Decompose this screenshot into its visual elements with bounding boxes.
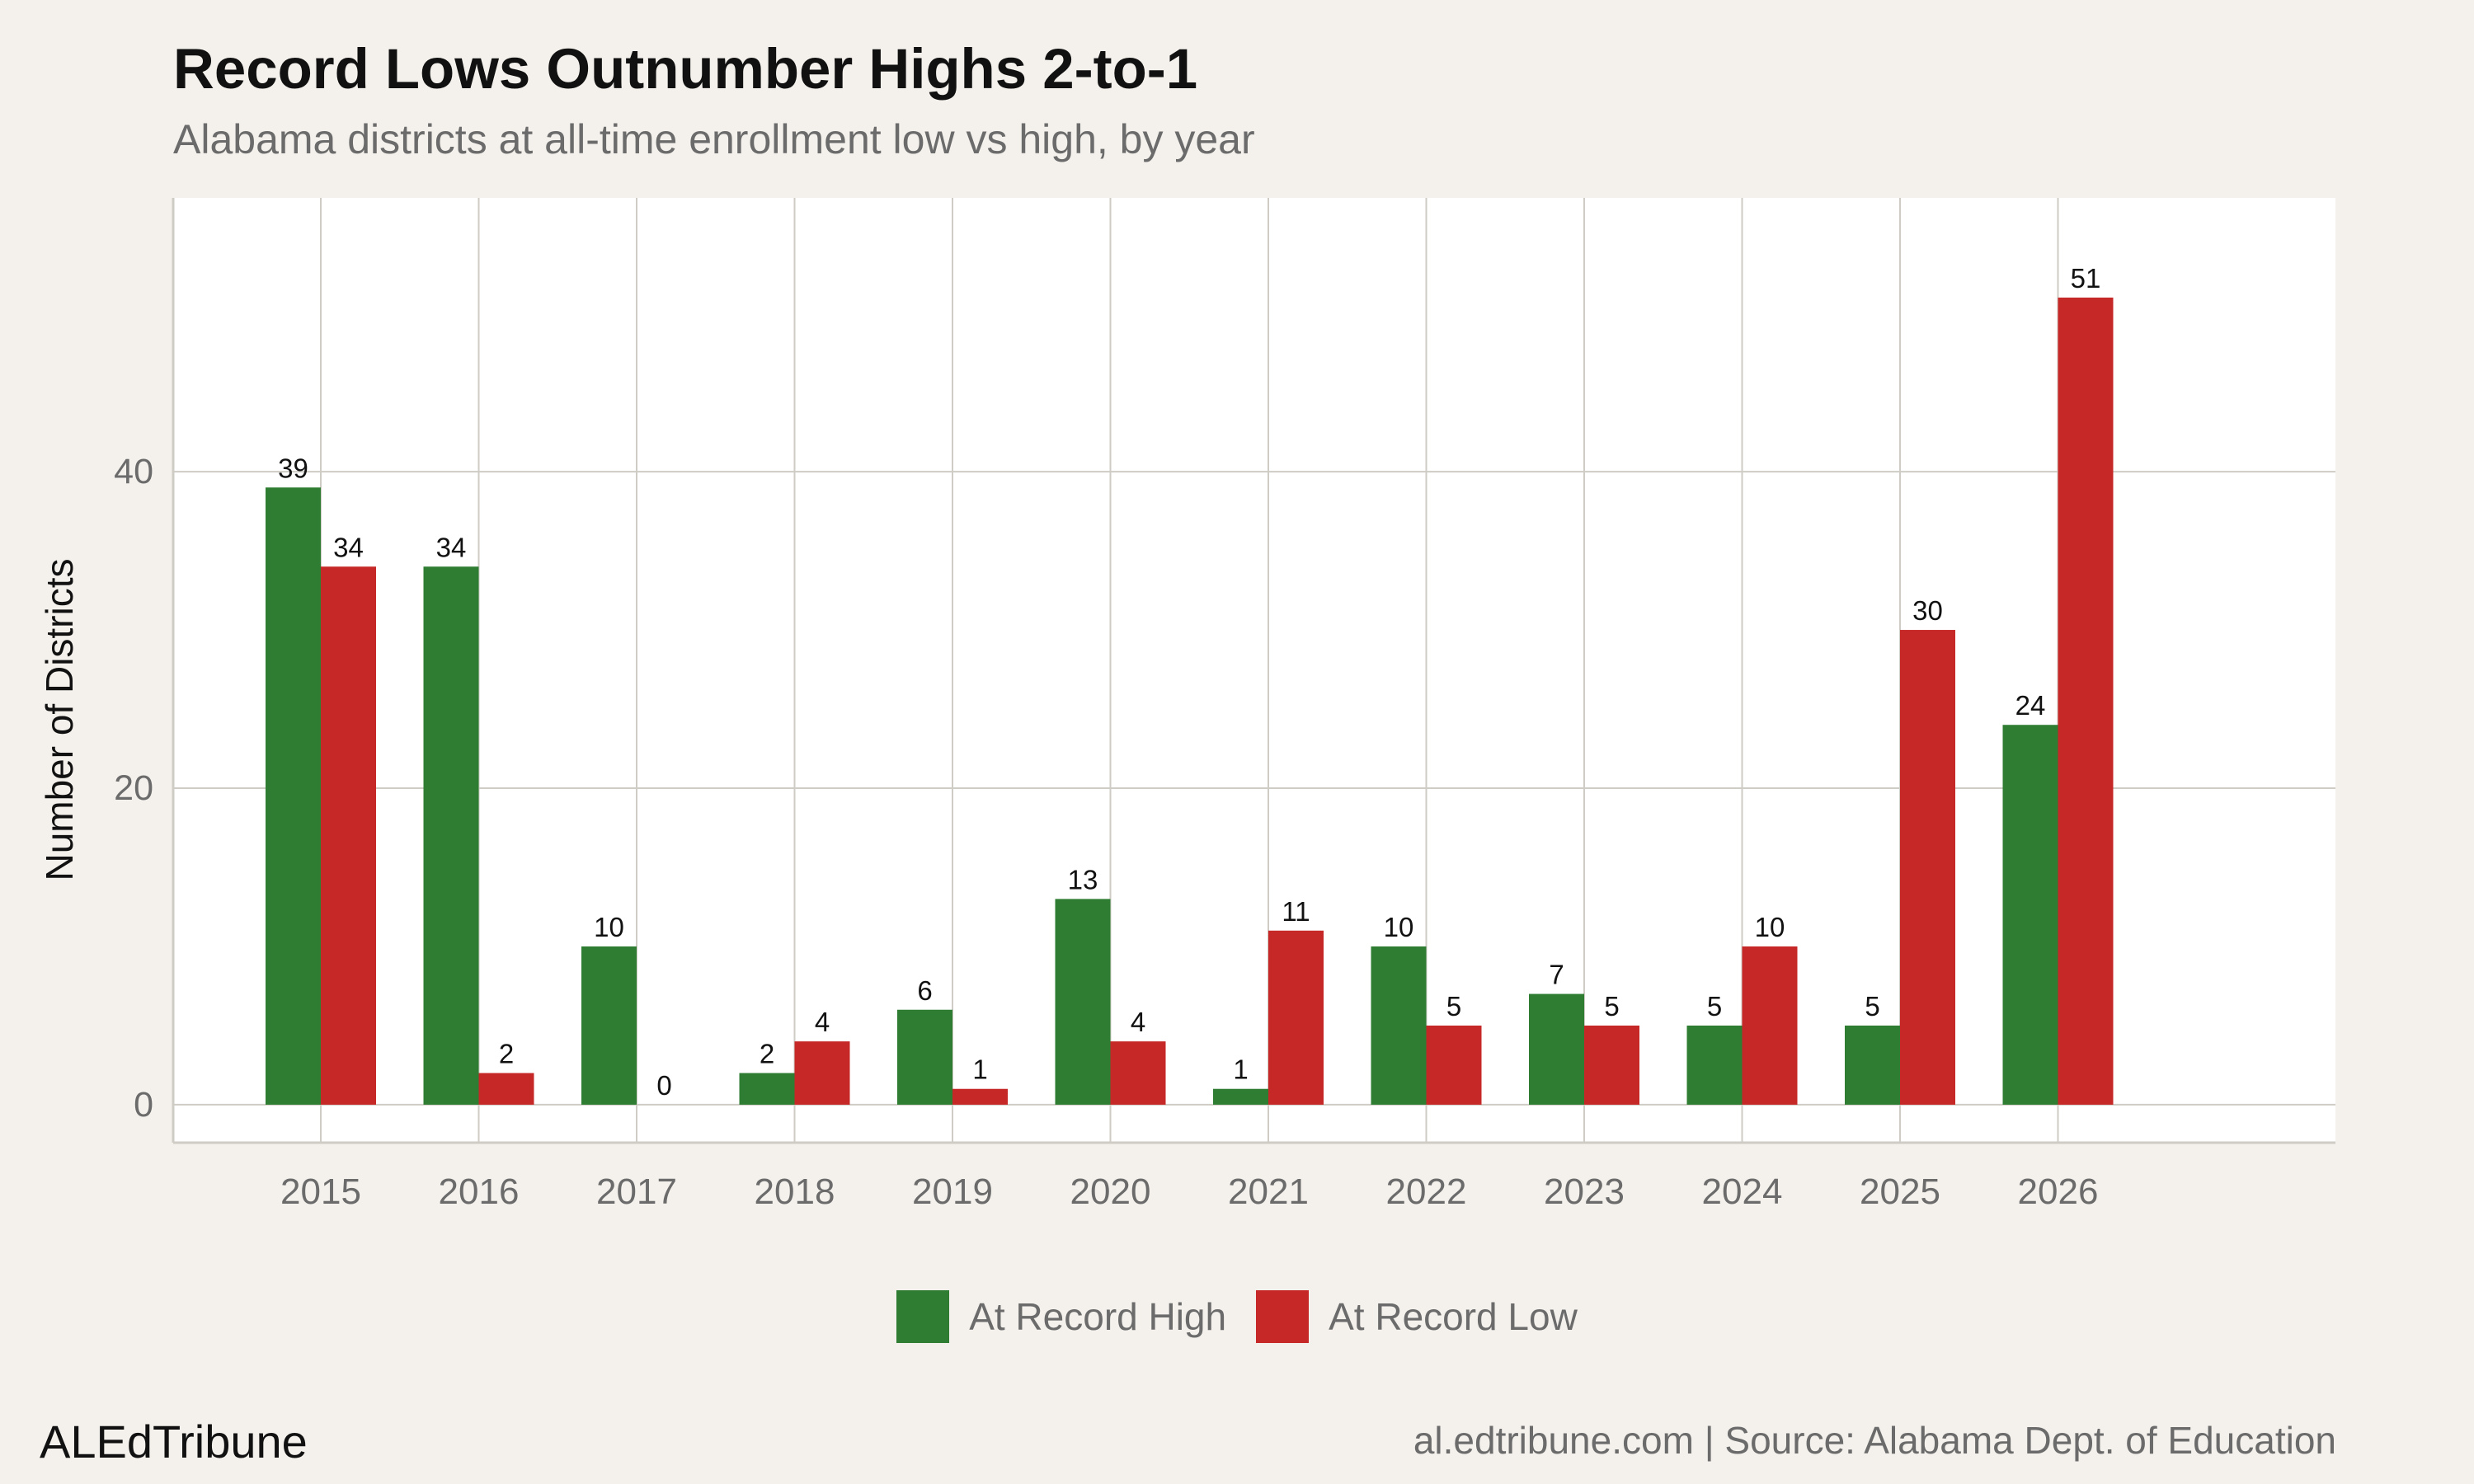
legend-swatch-high <box>896 1290 950 1343</box>
bar-high <box>739 1073 795 1105</box>
bar-low <box>1900 630 1955 1105</box>
x-tick-label: 2022 <box>1386 1172 1467 1212</box>
bar-high <box>423 566 479 1105</box>
chart-title: Record Lows Outnumber Highs 2-to-1 <box>173 37 1198 101</box>
data-label: 34 <box>333 532 364 562</box>
bar-low <box>1584 1025 1639 1105</box>
source-credit: al.edtribune.com | Source: Alabama Dept.… <box>1413 1419 2336 1462</box>
x-tick-label: 2015 <box>280 1172 361 1212</box>
bar-high <box>1213 1088 1268 1105</box>
bar-low <box>478 1073 534 1105</box>
data-label: 39 <box>278 453 308 483</box>
plot-panel <box>173 198 2335 1143</box>
bar-high <box>266 487 321 1105</box>
data-label: 10 <box>594 912 624 942</box>
chart-subtitle: Alabama districts at all-time enrollment… <box>173 116 1255 162</box>
data-label: 34 <box>436 532 467 562</box>
data-label: 5 <box>1604 991 1619 1021</box>
legend-item-low: At Record Low <box>1256 1290 1578 1343</box>
bar-low <box>952 1088 1008 1105</box>
bar-low <box>1426 1025 1482 1105</box>
bar-high <box>2002 725 2058 1105</box>
data-label: 30 <box>1912 595 1943 626</box>
data-label: 11 <box>1282 896 1310 927</box>
data-label: 24 <box>2015 690 2046 721</box>
bar-high <box>1529 993 1584 1105</box>
bar-high <box>1686 1025 1743 1105</box>
legend-label-low: At Record Low <box>1329 1295 1578 1338</box>
data-label: 1 <box>1233 1054 1248 1085</box>
data-label: 6 <box>917 975 932 1006</box>
x-tick-label: 2017 <box>596 1172 677 1212</box>
x-tick-label: 2016 <box>439 1172 520 1212</box>
data-label: 4 <box>815 1007 830 1037</box>
data-label: 10 <box>1755 912 1785 942</box>
legend-label-high: At Record High <box>969 1295 1227 1338</box>
bar-low <box>1268 930 1324 1105</box>
x-tick-label: 2026 <box>2018 1172 2099 1212</box>
data-label: 51 <box>2071 263 2101 294</box>
bar-low <box>794 1041 850 1105</box>
legend-item-high: At Record High <box>896 1290 1226 1343</box>
data-label: 13 <box>1068 864 1098 895</box>
y-tick-label: 40 <box>114 452 153 491</box>
x-tick-label: 2025 <box>1860 1172 1940 1212</box>
data-label: 5 <box>1446 991 1461 1021</box>
bar-high <box>1371 946 1427 1105</box>
y-tick-label: 20 <box>114 768 153 808</box>
data-label: 7 <box>1549 960 1564 990</box>
bar-low <box>2058 297 2114 1105</box>
y-tick-label: 0 <box>134 1085 153 1125</box>
bar-high <box>1845 1025 1900 1105</box>
bar-high <box>897 1009 952 1105</box>
x-tick-label: 2018 <box>755 1172 835 1212</box>
brand-logo-text: ALEdTribune <box>40 1416 308 1468</box>
data-label: 5 <box>1707 991 1722 1021</box>
bar-low <box>1110 1041 1166 1105</box>
legend-swatch-low <box>1256 1290 1310 1343</box>
y-axis-title: Number of Districts <box>38 558 81 881</box>
x-tick-label: 2020 <box>1070 1172 1151 1212</box>
data-label: 4 <box>1131 1007 1145 1037</box>
x-tick-label: 2024 <box>1702 1172 1783 1212</box>
x-tick-label: 2023 <box>1544 1172 1625 1212</box>
bar-high <box>1055 899 1111 1105</box>
data-label: 0 <box>656 1070 671 1101</box>
data-label: 2 <box>499 1039 514 1069</box>
x-tick-label: 2021 <box>1228 1172 1309 1212</box>
legend: At Record High At Record Low <box>0 1290 2474 1343</box>
bar-low <box>321 566 376 1105</box>
bar-low <box>1742 946 1798 1105</box>
data-label: 2 <box>760 1039 774 1069</box>
data-label: 1 <box>972 1054 987 1085</box>
data-label: 5 <box>1865 991 1879 1021</box>
bar-high <box>581 946 637 1105</box>
data-label: 10 <box>1384 912 1414 942</box>
x-tick-label: 2019 <box>912 1172 993 1212</box>
